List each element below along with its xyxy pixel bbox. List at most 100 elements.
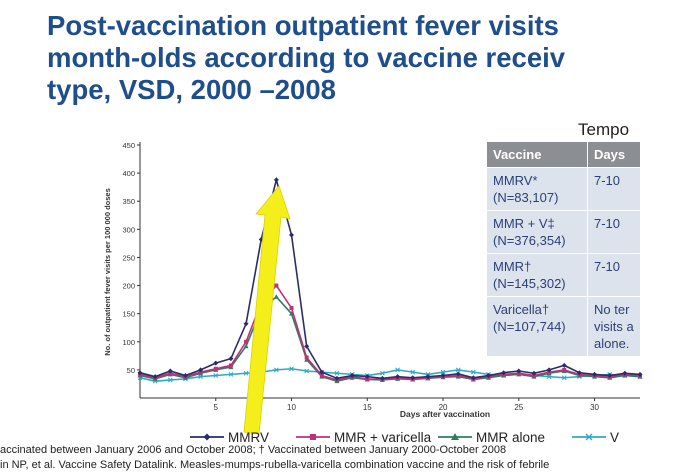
data-point-mmr-alone — [243, 343, 249, 349]
data-point-mmrv — [622, 370, 628, 376]
cell-vaccine: Varicella† (N=107,744) — [486, 296, 588, 357]
vaccine-name: MMR† — [493, 259, 532, 274]
y-tick-label: 200 — [122, 282, 135, 291]
y-tick-label: 450 — [122, 141, 135, 150]
footnote-2: in NP, et al. Vaccine Safety Datalink. M… — [0, 459, 550, 471]
data-point-varicella — [395, 367, 400, 373]
data-point-mmrv — [152, 374, 158, 380]
data-point-varicella — [289, 366, 294, 372]
cell-vaccine: MMRV* (N=83,107) — [486, 167, 588, 211]
data-point-mmrv — [137, 370, 143, 376]
y-axis-label: No. of outpatient fever visits per 100 0… — [103, 188, 112, 356]
data-point-varicella — [228, 372, 234, 377]
data-point-mmrv — [440, 373, 446, 379]
table-title: Tempo — [578, 120, 630, 139]
data-point-varicella — [440, 369, 446, 375]
legend-marker — [203, 433, 211, 441]
cell-vaccine: MMR† (N=145,302) — [486, 253, 588, 297]
data-point-mmrv — [410, 375, 416, 381]
data-point-mmrv — [167, 368, 173, 374]
y-tick-label: 250 — [122, 253, 135, 262]
vaccine-n: (N=107,744) — [493, 319, 566, 334]
x-tick-label: 10 — [287, 403, 296, 412]
data-point-mmrv — [289, 232, 295, 238]
vaccine-n: (N=145,302) — [493, 276, 566, 291]
legend-marker — [585, 433, 593, 441]
data-point-mmrv — [349, 373, 355, 379]
legend-label: V — [610, 430, 619, 445]
days-line: visits a — [594, 319, 634, 334]
data-point-mmr-varicella — [274, 283, 279, 288]
y-tick-label: 300 — [122, 225, 135, 234]
data-point-mmrv — [319, 369, 325, 375]
data-point-mmrv — [379, 375, 385, 381]
legend-label: MMRV — [228, 430, 269, 445]
title-line-2: month-olds according to vaccine receiv — [47, 42, 566, 73]
data-point-varicella — [167, 377, 173, 383]
data-point-mmrv — [561, 362, 567, 368]
data-point-mmrv — [546, 367, 552, 373]
data-point-varicella — [198, 374, 203, 379]
x-tick-label: 15 — [363, 403, 372, 412]
data-point-mmrv — [364, 374, 370, 380]
series-line-varicella — [139, 367, 641, 382]
vaccine-name: Varicella† — [493, 302, 550, 317]
days-line: No ter — [594, 302, 630, 317]
title-line-1: Post-vaccination outpatient fever visits — [47, 10, 559, 41]
data-point-mmrv — [485, 373, 491, 379]
vaccine-name: MMRV* — [493, 173, 538, 188]
data-point-mmrv — [228, 356, 234, 362]
data-point-varicella — [304, 368, 310, 374]
vaccine-n: (N=83,107) — [493, 190, 559, 205]
data-point-mmrv — [592, 371, 598, 377]
y-tick-label: 150 — [122, 310, 135, 319]
slide-title: Post-vaccination outpatient fever visits… — [47, 10, 680, 106]
data-point-varicella — [380, 370, 385, 376]
data-point-mmrv — [213, 360, 219, 366]
series-line-mmr-alone — [139, 295, 641, 382]
y-tick-label: 50 — [127, 366, 135, 375]
data-point-mmr-varicella — [244, 339, 249, 344]
data-point-mmr-varicella — [562, 367, 567, 372]
header-vaccine: Vaccine — [486, 141, 588, 168]
data-point-mmrv — [304, 343, 310, 349]
data-point-mmrv — [455, 371, 461, 377]
data-point-mmr-varicella — [304, 355, 309, 360]
data-point-mmrv — [395, 374, 401, 380]
annotation-arrow — [243, 185, 291, 435]
data-point-mmr-alone — [273, 294, 279, 299]
legend-label: MMR alone — [476, 430, 545, 445]
x-tick-label: 30 — [590, 403, 599, 412]
data-point-varicella — [470, 369, 476, 375]
data-point-varicella — [561, 375, 567, 381]
data-point-mmrv — [531, 370, 537, 376]
x-tick-label: 5 — [214, 403, 219, 412]
x-tick-label: 25 — [514, 403, 523, 412]
data-point-mmrv — [198, 367, 204, 373]
data-point-mmrv — [334, 375, 340, 381]
data-point-mmrv — [182, 373, 188, 379]
vaccine-name: MMR + V‡ — [493, 216, 555, 231]
data-point-mmrv — [501, 370, 507, 376]
data-point-mmrv — [576, 370, 582, 376]
data-point-mmr-varicella — [289, 306, 294, 311]
data-point-mmrv — [470, 375, 476, 381]
data-point-varicella — [455, 367, 461, 373]
cell-vaccine: MMR + V‡ (N=376,354) — [486, 210, 588, 254]
data-point-mmr-varicella — [228, 363, 233, 368]
data-point-mmr-varicella — [213, 366, 218, 371]
x-axis-label: Days after vaccination — [400, 409, 490, 419]
slide-edge — [640, 120, 680, 360]
data-point-mmrv — [637, 371, 643, 377]
series-line-mmr-varicella — [139, 284, 641, 381]
data-point-mmrv — [607, 373, 613, 379]
data-point-mmr-varicella — [319, 373, 324, 378]
data-point-mmrv — [516, 368, 522, 374]
series-line-mmrv — [139, 176, 641, 380]
data-point-varicella — [274, 367, 279, 373]
data-point-varicella — [213, 373, 219, 378]
legend-label: MMR + varicella — [334, 430, 432, 445]
data-point-mmrv — [243, 321, 249, 327]
x-tick-label: 20 — [439, 403, 448, 412]
